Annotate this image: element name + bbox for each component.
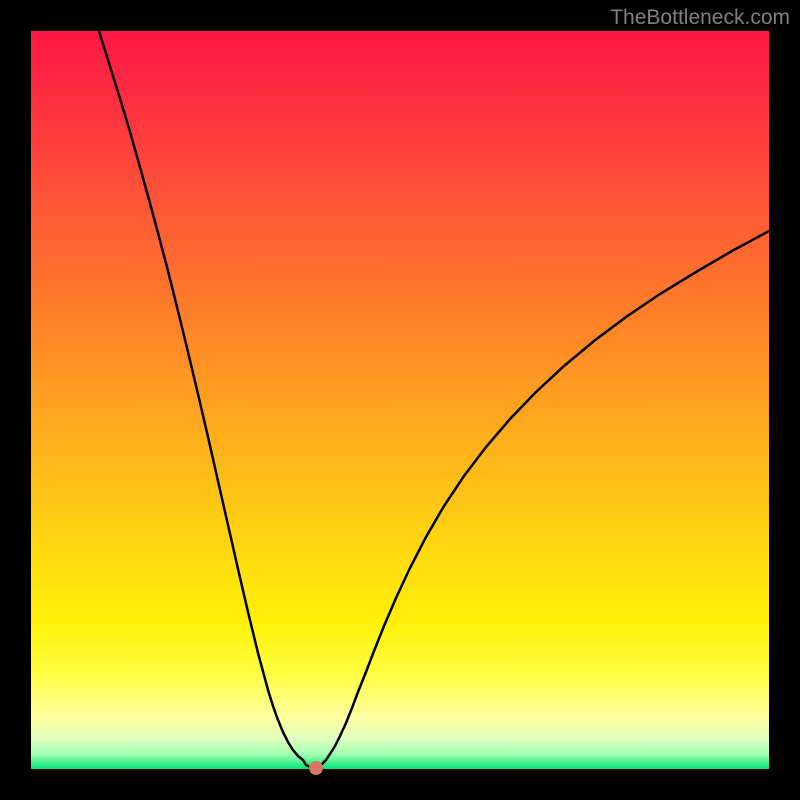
bottleneck-curve [99,31,769,768]
watermark-text: TheBottleneck.com [610,6,790,30]
optimal-point-marker [309,761,323,775]
curve-svg [31,31,769,769]
chart-plot-area [31,31,769,769]
